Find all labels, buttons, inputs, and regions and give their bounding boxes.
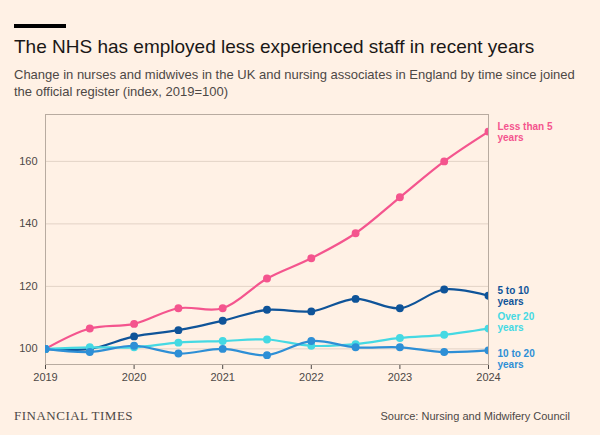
html-text:FINANCIAL TIMES: FINANCIAL TIMES bbox=[14, 408, 134, 423]
svg-text:2019: 2019 bbox=[33, 371, 57, 383]
svg-text:2021: 2021 bbox=[210, 371, 234, 383]
svg-text:10 to 20years: 10 to 20years bbox=[498, 348, 536, 370]
svg-text:140: 140 bbox=[19, 217, 37, 229]
svg-text:160: 160 bbox=[19, 155, 37, 167]
svg-text:2020: 2020 bbox=[122, 371, 146, 383]
svg-text:100: 100 bbox=[19, 342, 37, 354]
svg-text:Over 20years: Over 20years bbox=[498, 311, 535, 333]
svg-text:2024: 2024 bbox=[476, 371, 500, 383]
svg-text:2022: 2022 bbox=[299, 371, 323, 383]
svg-text:2023: 2023 bbox=[388, 371, 412, 383]
svg-text:5 to 10years: 5 to 10years bbox=[498, 285, 530, 307]
html-text:Source: Nursing and Midwifery: Source: Nursing and Midwifery Council bbox=[380, 410, 570, 422]
html-text:Change in nurses and midwives: Change in nurses and midwives in the UK … bbox=[14, 67, 575, 99]
html-text:The NHS has employed less expe: The NHS has employed less experienced st… bbox=[14, 36, 535, 57]
svg-text:120: 120 bbox=[19, 280, 37, 292]
svg-text:Less than 5years: Less than 5years bbox=[498, 121, 553, 143]
